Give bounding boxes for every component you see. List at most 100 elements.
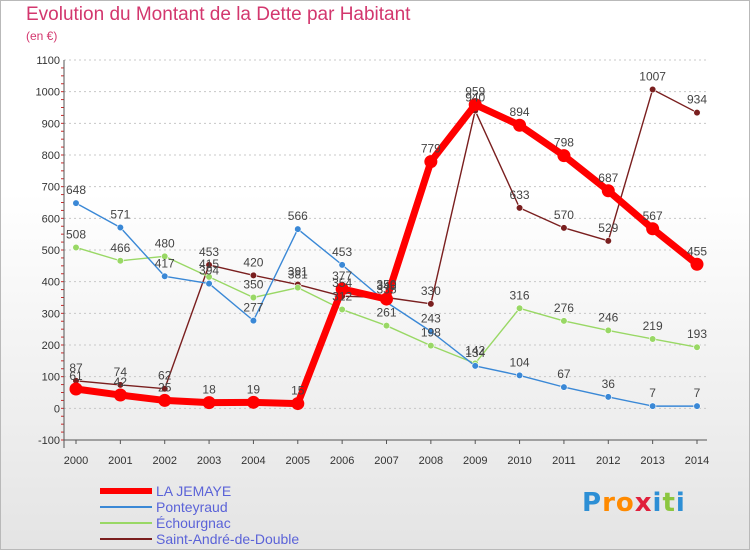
legend-label: Échourgnac — [156, 515, 231, 531]
data-label: 67 — [557, 367, 571, 381]
logo-letter: r — [602, 488, 616, 518]
data-point — [380, 292, 393, 306]
data-label: 466 — [110, 241, 130, 255]
data-label: 350 — [243, 278, 263, 292]
data-label: 391 — [288, 265, 308, 279]
data-label: 25 — [158, 380, 172, 394]
data-label: 87 — [69, 361, 83, 375]
data-label: 934 — [687, 93, 707, 107]
data-point — [205, 279, 213, 288]
data-label: 648 — [66, 183, 86, 197]
data-label: 276 — [554, 301, 574, 315]
data-label: 261 — [376, 306, 396, 320]
legend-swatch — [100, 506, 152, 508]
data-label: 219 — [643, 319, 663, 333]
chart-title: Evolution du Montant de la Dette par Hab… — [26, 4, 411, 25]
x-tick-label: 2009 — [463, 455, 487, 467]
x-tick-label: 2004 — [241, 455, 265, 467]
data-point — [294, 284, 302, 292]
data-point — [161, 272, 169, 280]
data-label: 687 — [598, 171, 618, 185]
data-label: 345 — [376, 279, 396, 293]
x-tick-label: 2001 — [108, 455, 132, 467]
data-point — [649, 85, 657, 94]
data-label: 42 — [114, 375, 128, 389]
data-label: 142 — [465, 343, 485, 357]
data-label: 894 — [510, 105, 530, 119]
data-point — [72, 199, 80, 207]
legend-label: LA JEMAYE — [156, 483, 232, 499]
logo-letter: t — [662, 488, 676, 518]
data-point — [427, 342, 435, 350]
data-label: 246 — [598, 310, 618, 324]
data-point — [249, 271, 258, 279]
data-label: 566 — [288, 209, 308, 223]
data-label: 15 — [291, 384, 305, 398]
data-point — [690, 257, 704, 271]
chart-unit: (en €) — [26, 29, 58, 43]
data-label: 529 — [598, 221, 618, 235]
data-point — [116, 257, 124, 265]
data-label: 7 — [649, 386, 656, 400]
data-point — [427, 327, 435, 335]
data-label: 243 — [421, 311, 441, 325]
data-point — [646, 222, 660, 236]
series-line — [75, 101, 700, 408]
data-point — [515, 371, 524, 380]
logo-letter: i — [652, 488, 663, 518]
y-tick-label: 500 — [42, 245, 60, 257]
legend-swatch — [100, 488, 152, 494]
data-label: 570 — [554, 208, 574, 222]
logo-letter: x — [634, 488, 653, 518]
data-point — [72, 243, 80, 252]
data-label: 508 — [66, 227, 86, 241]
data-label: 381 — [288, 268, 308, 282]
x-tick-label: 2002 — [152, 455, 176, 467]
data-label: 779 — [421, 142, 441, 156]
data-label: 480 — [155, 236, 175, 250]
data-label: 104 — [510, 355, 530, 369]
data-point — [560, 224, 568, 232]
legend-swatch — [100, 522, 152, 524]
data-label: 312 — [332, 290, 352, 304]
data-point — [468, 98, 482, 112]
data-label: 453 — [199, 245, 219, 259]
data-label: 335 — [376, 282, 396, 296]
data-point — [427, 300, 435, 308]
x-tick-label: 2012 — [596, 455, 620, 467]
data-label: 420 — [243, 255, 263, 269]
data-point — [161, 252, 169, 260]
data-label: 377 — [332, 269, 352, 283]
x-tick-label: 2005 — [286, 455, 310, 467]
x-tick-label: 2013 — [640, 455, 664, 467]
data-label: 567 — [643, 209, 663, 223]
data-label: 940 — [465, 91, 485, 105]
data-point — [604, 237, 612, 245]
data-label: 19 — [247, 382, 261, 396]
data-point — [158, 393, 172, 407]
data-point — [515, 204, 524, 212]
x-tick-label: 2007 — [374, 455, 398, 467]
x-tick-label: 2003 — [197, 455, 221, 467]
data-label: 198 — [421, 326, 441, 340]
logo-letter: o — [615, 488, 635, 518]
data-point — [338, 261, 346, 269]
data-label: 74 — [114, 365, 128, 379]
data-point — [291, 397, 305, 411]
y-tick-label: 1100 — [36, 55, 60, 67]
y-tick-label: 300 — [42, 308, 60, 320]
data-label: 394 — [199, 264, 219, 278]
data-point — [601, 184, 615, 198]
x-tick-label: 2006 — [330, 455, 354, 467]
data-point — [424, 155, 438, 169]
data-label: 959 — [465, 85, 485, 99]
data-label: 18 — [202, 383, 216, 397]
data-point — [161, 385, 169, 393]
data-point — [294, 225, 302, 233]
data-point — [560, 317, 568, 325]
data-point — [246, 395, 260, 409]
data-label: 7 — [694, 386, 701, 400]
data-point — [249, 293, 258, 302]
data-label: 36 — [602, 377, 616, 391]
